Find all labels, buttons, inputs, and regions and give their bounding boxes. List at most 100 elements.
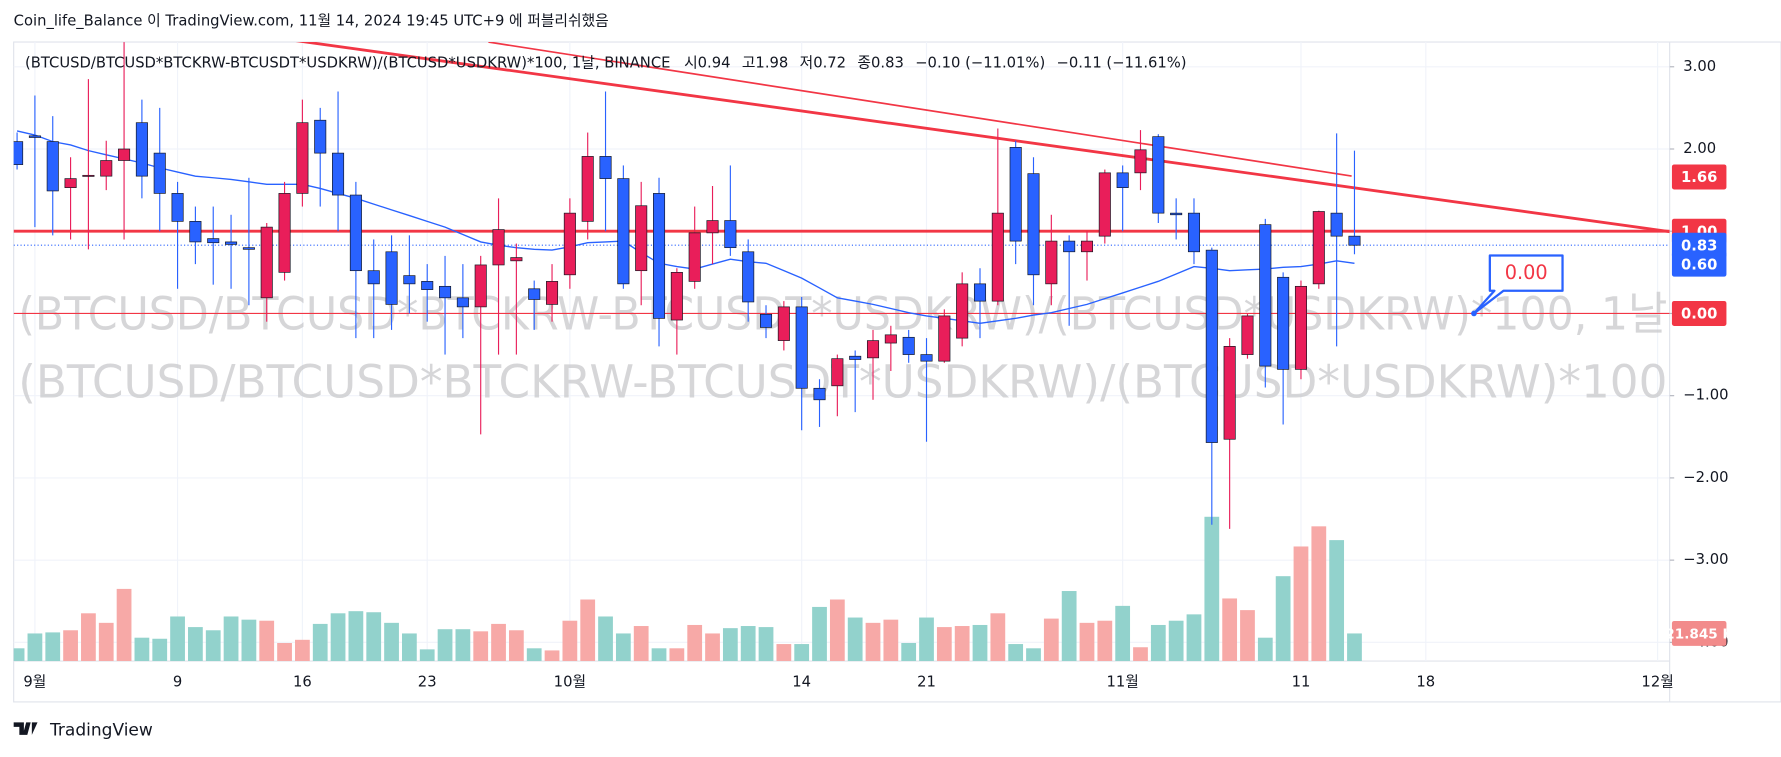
axes: 3.002.001.000.00−1.00−2.00−3.00−4.009월91… <box>23 58 1733 691</box>
volume-bar <box>295 639 310 662</box>
candle-body <box>902 336 915 355</box>
candle-body <box>920 354 933 362</box>
candle-body <box>456 297 469 308</box>
volume-bar <box>419 649 435 662</box>
legend-open: 0.94 <box>698 55 731 72</box>
volume-label-box <box>1671 620 1727 646</box>
volume-bar <box>1257 637 1273 662</box>
candle-body <box>492 229 505 266</box>
candle-body <box>1098 172 1111 237</box>
candle-body <box>225 241 238 245</box>
price-label-box <box>1671 164 1727 190</box>
candle-body <box>1330 212 1343 237</box>
legend-low: 0.72 <box>813 55 846 72</box>
volume-bar <box>883 619 899 662</box>
candle-body <box>1241 315 1254 355</box>
candle-body <box>938 315 951 362</box>
footer-logo: TradingView <box>13 720 153 740</box>
x-tick-label: 9 <box>173 674 182 691</box>
candle-body <box>563 212 576 276</box>
candles <box>13 42 1361 529</box>
legend-close: 0.83 <box>871 55 904 72</box>
volume-bar <box>901 642 917 662</box>
candle-body <box>813 387 826 401</box>
x-tick-label: 9월 <box>23 674 46 691</box>
candle-body <box>332 152 345 196</box>
candle-body <box>546 281 559 305</box>
candle-body <box>670 272 683 321</box>
volume-bar <box>1008 644 1024 662</box>
candle-body <box>207 238 220 244</box>
volume-bar <box>1222 598 1238 662</box>
candle-body <box>1134 149 1147 174</box>
candle-body <box>688 232 701 282</box>
y-tick-label: −1.00 <box>1683 387 1728 404</box>
x-tick-label: 18 <box>1416 674 1435 691</box>
volume-bar <box>277 642 292 662</box>
legend-change: −0.10 (−11.01%) <box>915 55 1045 72</box>
candle-body <box>118 148 131 161</box>
volume-bar <box>1168 620 1184 662</box>
candle-body <box>1223 346 1236 440</box>
publish-header: Coin_life_Balance 이 TradingView.com, 11월… <box>14 13 609 30</box>
volume-bar <box>1204 516 1220 662</box>
legend-high-label: 고 <box>742 55 756 72</box>
volume-bar <box>794 644 810 662</box>
y-tick-label: −3.00 <box>1683 551 1728 568</box>
candle-body <box>82 174 95 177</box>
candle-body <box>1277 276 1290 370</box>
volume-bar <box>705 633 720 662</box>
candle-body <box>421 281 434 290</box>
price-label: 0.00 <box>1681 306 1717 323</box>
volume-bar <box>1150 624 1166 662</box>
volume-bar <box>170 616 185 662</box>
volume-bar <box>401 633 417 662</box>
y-tick-label: 3.00 <box>1683 58 1716 75</box>
legend-symbol: (BTCUSD/BTCUSD*BTCKRW-BTCUSDT*USDKRW)/(B… <box>25 55 670 72</box>
moving-average <box>16 130 1355 325</box>
x-tick-label: 10월 <box>554 674 586 691</box>
volume-bar <box>829 599 845 662</box>
candle-body <box>189 221 202 243</box>
volume-bar <box>865 622 881 662</box>
candle-body <box>991 212 1004 302</box>
volume-bar <box>348 611 364 662</box>
legend-low-label: 저 <box>800 55 814 72</box>
candle-body <box>474 264 487 308</box>
candle-body <box>349 194 362 272</box>
volume-bar <box>81 613 96 662</box>
legend-open-label: 시 <box>684 55 698 72</box>
volume-label: 21.845 K <box>1665 627 1733 643</box>
candle-body <box>100 160 113 177</box>
volume-bar <box>366 612 382 662</box>
y-tick-label: 2.00 <box>1683 140 1716 157</box>
price-label-box <box>1671 251 1727 277</box>
volume-bar <box>330 613 346 662</box>
candle-body <box>706 220 719 234</box>
candle-body <box>510 257 523 262</box>
volume-bar <box>98 622 114 662</box>
volume-bar <box>384 622 399 662</box>
volume-bar <box>1311 526 1327 662</box>
volume-bar <box>455 629 471 662</box>
volume-bar <box>13 648 25 662</box>
volume-bar <box>1061 591 1077 662</box>
candle-body <box>1348 235 1361 246</box>
volume-bar <box>1293 546 1309 662</box>
candle-body <box>599 156 612 179</box>
annotation-callout <box>1472 254 1564 315</box>
volume-bar <box>223 616 239 662</box>
trend-lines <box>295 42 1670 234</box>
volume-bar <box>544 650 560 662</box>
candle-body <box>759 313 773 328</box>
legend-change2: −0.11 (−11.61%) <box>1057 55 1187 72</box>
candle-body <box>724 220 737 249</box>
price-label: 0.60 <box>1681 256 1717 273</box>
volume-bar <box>241 619 257 662</box>
volume-bar <box>740 626 756 662</box>
legend-close-label: 종 <box>857 55 871 72</box>
candle-body <box>153 152 166 194</box>
legend: (BTCUSD/BTCUSD*BTCKRW-BTCUSDT*USDKRW)/(B… <box>25 55 1187 72</box>
candle-body <box>1312 211 1325 285</box>
